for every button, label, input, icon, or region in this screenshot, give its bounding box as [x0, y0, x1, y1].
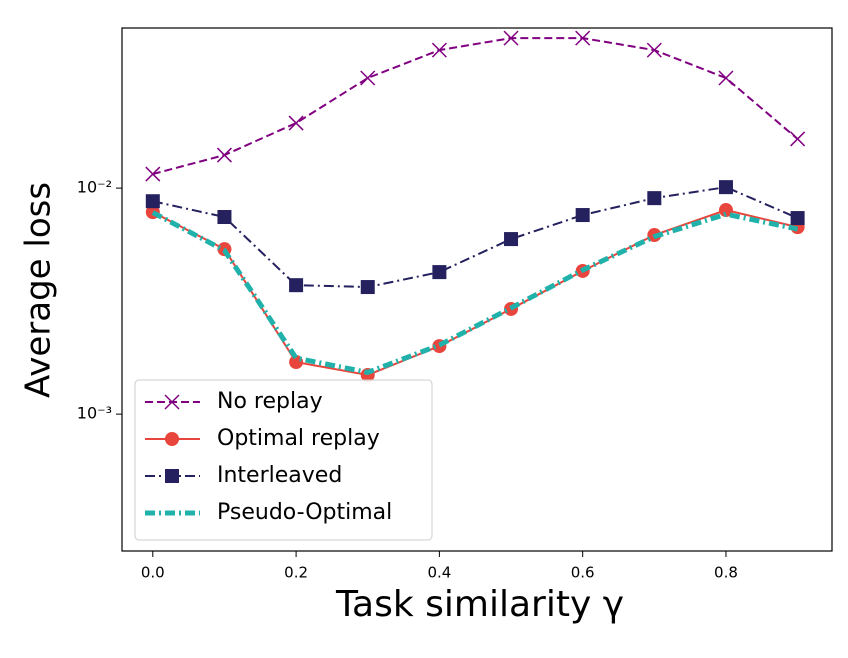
legend-marker — [165, 432, 179, 446]
point — [288, 115, 304, 131]
series-line — [152, 37, 799, 176]
point — [432, 265, 447, 280]
x-tick-label: 0.4 — [427, 564, 451, 582]
series-line — [151, 210, 799, 375]
point — [360, 70, 376, 86]
legend-label: Optimal replay — [217, 426, 380, 451]
point — [145, 194, 160, 209]
x-tick-label: 0.0 — [141, 564, 165, 582]
x-tick-label: 0.2 — [284, 564, 308, 582]
legend-marker — [165, 469, 179, 483]
point — [431, 42, 447, 58]
point — [718, 203, 733, 218]
point — [575, 30, 591, 46]
point — [360, 280, 375, 295]
x-tick-label: 0.8 — [714, 564, 738, 582]
y-tick-label: 10⁻³ — [77, 404, 112, 423]
x-axis-label: Task similarity γ — [335, 584, 624, 625]
legend-box — [134, 379, 433, 541]
point — [647, 191, 662, 206]
point — [216, 147, 232, 163]
point — [718, 70, 734, 86]
legend-label: Interleaved — [217, 463, 342, 488]
point — [575, 208, 590, 223]
y-axis-label: Average loss — [19, 182, 59, 398]
series-line — [152, 186, 799, 289]
point — [289, 278, 304, 293]
point — [217, 210, 232, 225]
plot-frame — [121, 27, 833, 552]
point — [646, 42, 662, 58]
point — [289, 355, 304, 370]
y-tick-label: 10⁻² — [77, 178, 112, 197]
x-tick-label: 0.6 — [571, 564, 595, 582]
legend-label: Pseudo-Optimal — [217, 500, 392, 525]
point — [503, 30, 519, 46]
point — [790, 131, 806, 147]
point — [718, 180, 733, 195]
point — [145, 166, 161, 182]
legend-label: No replay — [217, 389, 323, 414]
legend-marker — [164, 394, 180, 410]
point — [504, 232, 519, 247]
point — [790, 211, 805, 226]
